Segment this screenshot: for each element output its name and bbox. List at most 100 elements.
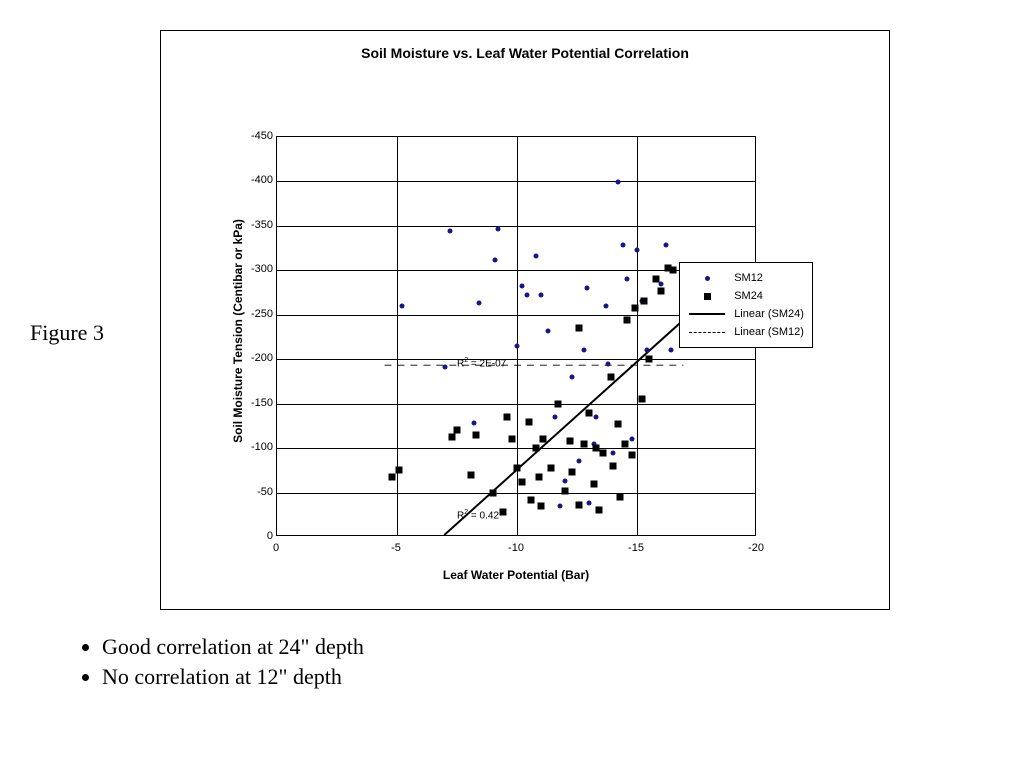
scatter-point-SM24 xyxy=(586,409,593,416)
y-tick-label: -400 xyxy=(238,174,273,186)
scatter-point-SM12 xyxy=(519,284,524,289)
legend-label: SM24 xyxy=(734,290,763,302)
scatter-point-SM24 xyxy=(518,478,525,485)
scatter-point-SM12 xyxy=(603,303,608,308)
scatter-point-SM24 xyxy=(595,507,602,514)
y-tick-label: -150 xyxy=(238,397,273,409)
scatter-point-SM12 xyxy=(635,247,640,252)
scatter-point-SM12 xyxy=(443,365,448,370)
scatter-point-SM24 xyxy=(646,356,653,363)
y-tick-label: -450 xyxy=(238,130,273,142)
legend-swatch xyxy=(688,325,726,339)
scatter-point-SM24 xyxy=(499,509,506,516)
gridline-h xyxy=(277,226,755,227)
scatter-point-SM24 xyxy=(593,445,600,452)
scatter-point-SM12 xyxy=(577,458,582,463)
scatter-point-SM24 xyxy=(547,464,554,471)
y-tick-label: -300 xyxy=(238,263,273,275)
scatter-point-SM24 xyxy=(576,502,583,509)
gridline-h xyxy=(277,493,755,494)
scatter-point-SM24 xyxy=(528,496,535,503)
scatter-point-SM24 xyxy=(641,297,648,304)
y-tick-label: -50 xyxy=(238,486,273,498)
scatter-point-SM24 xyxy=(509,436,516,443)
scatter-point-SM24 xyxy=(638,396,645,403)
x-tick-label: -10 xyxy=(508,542,524,554)
chart-frame: Soil Moisture vs. Leaf Water Potential C… xyxy=(160,30,890,610)
scatter-point-SM12 xyxy=(584,286,589,291)
scatter-point-SM24 xyxy=(590,480,597,487)
figure-label: Figure 3 xyxy=(30,320,104,346)
scatter-point-SM12 xyxy=(644,348,649,353)
scatter-point-SM12 xyxy=(399,303,404,308)
scatter-point-SM24 xyxy=(631,304,638,311)
scatter-point-SM24 xyxy=(449,433,456,440)
y-tick-label: -200 xyxy=(238,352,273,364)
scatter-point-SM12 xyxy=(630,437,635,442)
legend-label: Linear (SM12) xyxy=(734,326,804,338)
scatter-point-SM24 xyxy=(504,414,511,421)
scatter-point-SM12 xyxy=(558,503,563,508)
scatter-point-SM24 xyxy=(629,452,636,459)
scatter-point-SM12 xyxy=(570,375,575,380)
gridline-h xyxy=(277,404,755,405)
scatter-point-SM24 xyxy=(581,440,588,447)
scatter-point-SM12 xyxy=(493,257,498,262)
scatter-point-SM12 xyxy=(668,348,673,353)
gridline-h xyxy=(277,448,755,449)
legend-row: Linear (SM12) xyxy=(688,324,804,340)
scatter-point-SM12 xyxy=(663,243,668,248)
x-tick-label: -20 xyxy=(748,542,764,554)
scatter-point-SM24 xyxy=(607,374,614,381)
scatter-point-SM24 xyxy=(614,421,621,428)
legend-label: Linear (SM24) xyxy=(734,308,804,320)
legend-label: SM12 xyxy=(734,272,763,284)
gridline-v xyxy=(517,137,518,535)
x-tick-label: -15 xyxy=(628,542,644,554)
scatter-point-SM12 xyxy=(524,293,529,298)
scatter-point-SM12 xyxy=(563,479,568,484)
scatter-point-SM12 xyxy=(611,450,616,455)
scatter-point-SM24 xyxy=(624,317,631,324)
scatter-point-SM24 xyxy=(514,464,521,471)
scatter-point-SM12 xyxy=(553,415,558,420)
legend-row: SM24 xyxy=(688,288,804,304)
bullet-notes: Good correlation at 24" depth No correla… xyxy=(70,630,364,694)
scatter-point-SM24 xyxy=(473,431,480,438)
gridline-h xyxy=(277,359,755,360)
scatter-point-SM12 xyxy=(539,293,544,298)
legend-swatch xyxy=(688,289,726,303)
scatter-point-SM12 xyxy=(620,242,625,247)
chart-title: Soil Moisture vs. Leaf Water Potential C… xyxy=(161,45,889,61)
scatter-point-SM12 xyxy=(471,421,476,426)
scatter-point-SM24 xyxy=(389,473,396,480)
scatter-point-SM24 xyxy=(610,462,617,469)
scatter-point-SM24 xyxy=(566,438,573,445)
scatter-point-SM12 xyxy=(546,328,551,333)
legend-swatch xyxy=(688,271,726,285)
r2-annotation-SM24: R2 = 0.42 xyxy=(457,509,499,521)
y-tick-label: -350 xyxy=(238,219,273,231)
y-tick-label: -100 xyxy=(238,441,273,453)
scatter-point-SM12 xyxy=(515,343,520,348)
scatter-point-SM24 xyxy=(562,487,569,494)
scatter-point-SM12 xyxy=(594,415,599,420)
scatter-point-SM24 xyxy=(658,287,665,294)
scatter-point-SM12 xyxy=(587,501,592,506)
scatter-point-SM12 xyxy=(606,361,611,366)
scatter-point-SM12 xyxy=(625,277,630,282)
scatter-point-SM12 xyxy=(447,229,452,234)
scatter-point-SM24 xyxy=(533,445,540,452)
scatter-point-SM24 xyxy=(622,440,629,447)
scatter-point-SM24 xyxy=(600,449,607,456)
bullet-item: Good correlation at 24" depth xyxy=(102,634,364,660)
scatter-point-SM24 xyxy=(554,400,561,407)
scatter-point-SM24 xyxy=(396,467,403,474)
scatter-point-SM12 xyxy=(495,227,500,232)
gridline-h xyxy=(277,181,755,182)
x-tick-label: 0 xyxy=(273,542,279,554)
legend-row: SM12 xyxy=(688,270,804,286)
legend: SM12 SM24 Linear (SM24) Linear (SM12) xyxy=(679,262,813,348)
scatter-point-SM12 xyxy=(615,180,620,185)
x-axis-label: Leaf Water Potential (Bar) xyxy=(276,568,756,582)
